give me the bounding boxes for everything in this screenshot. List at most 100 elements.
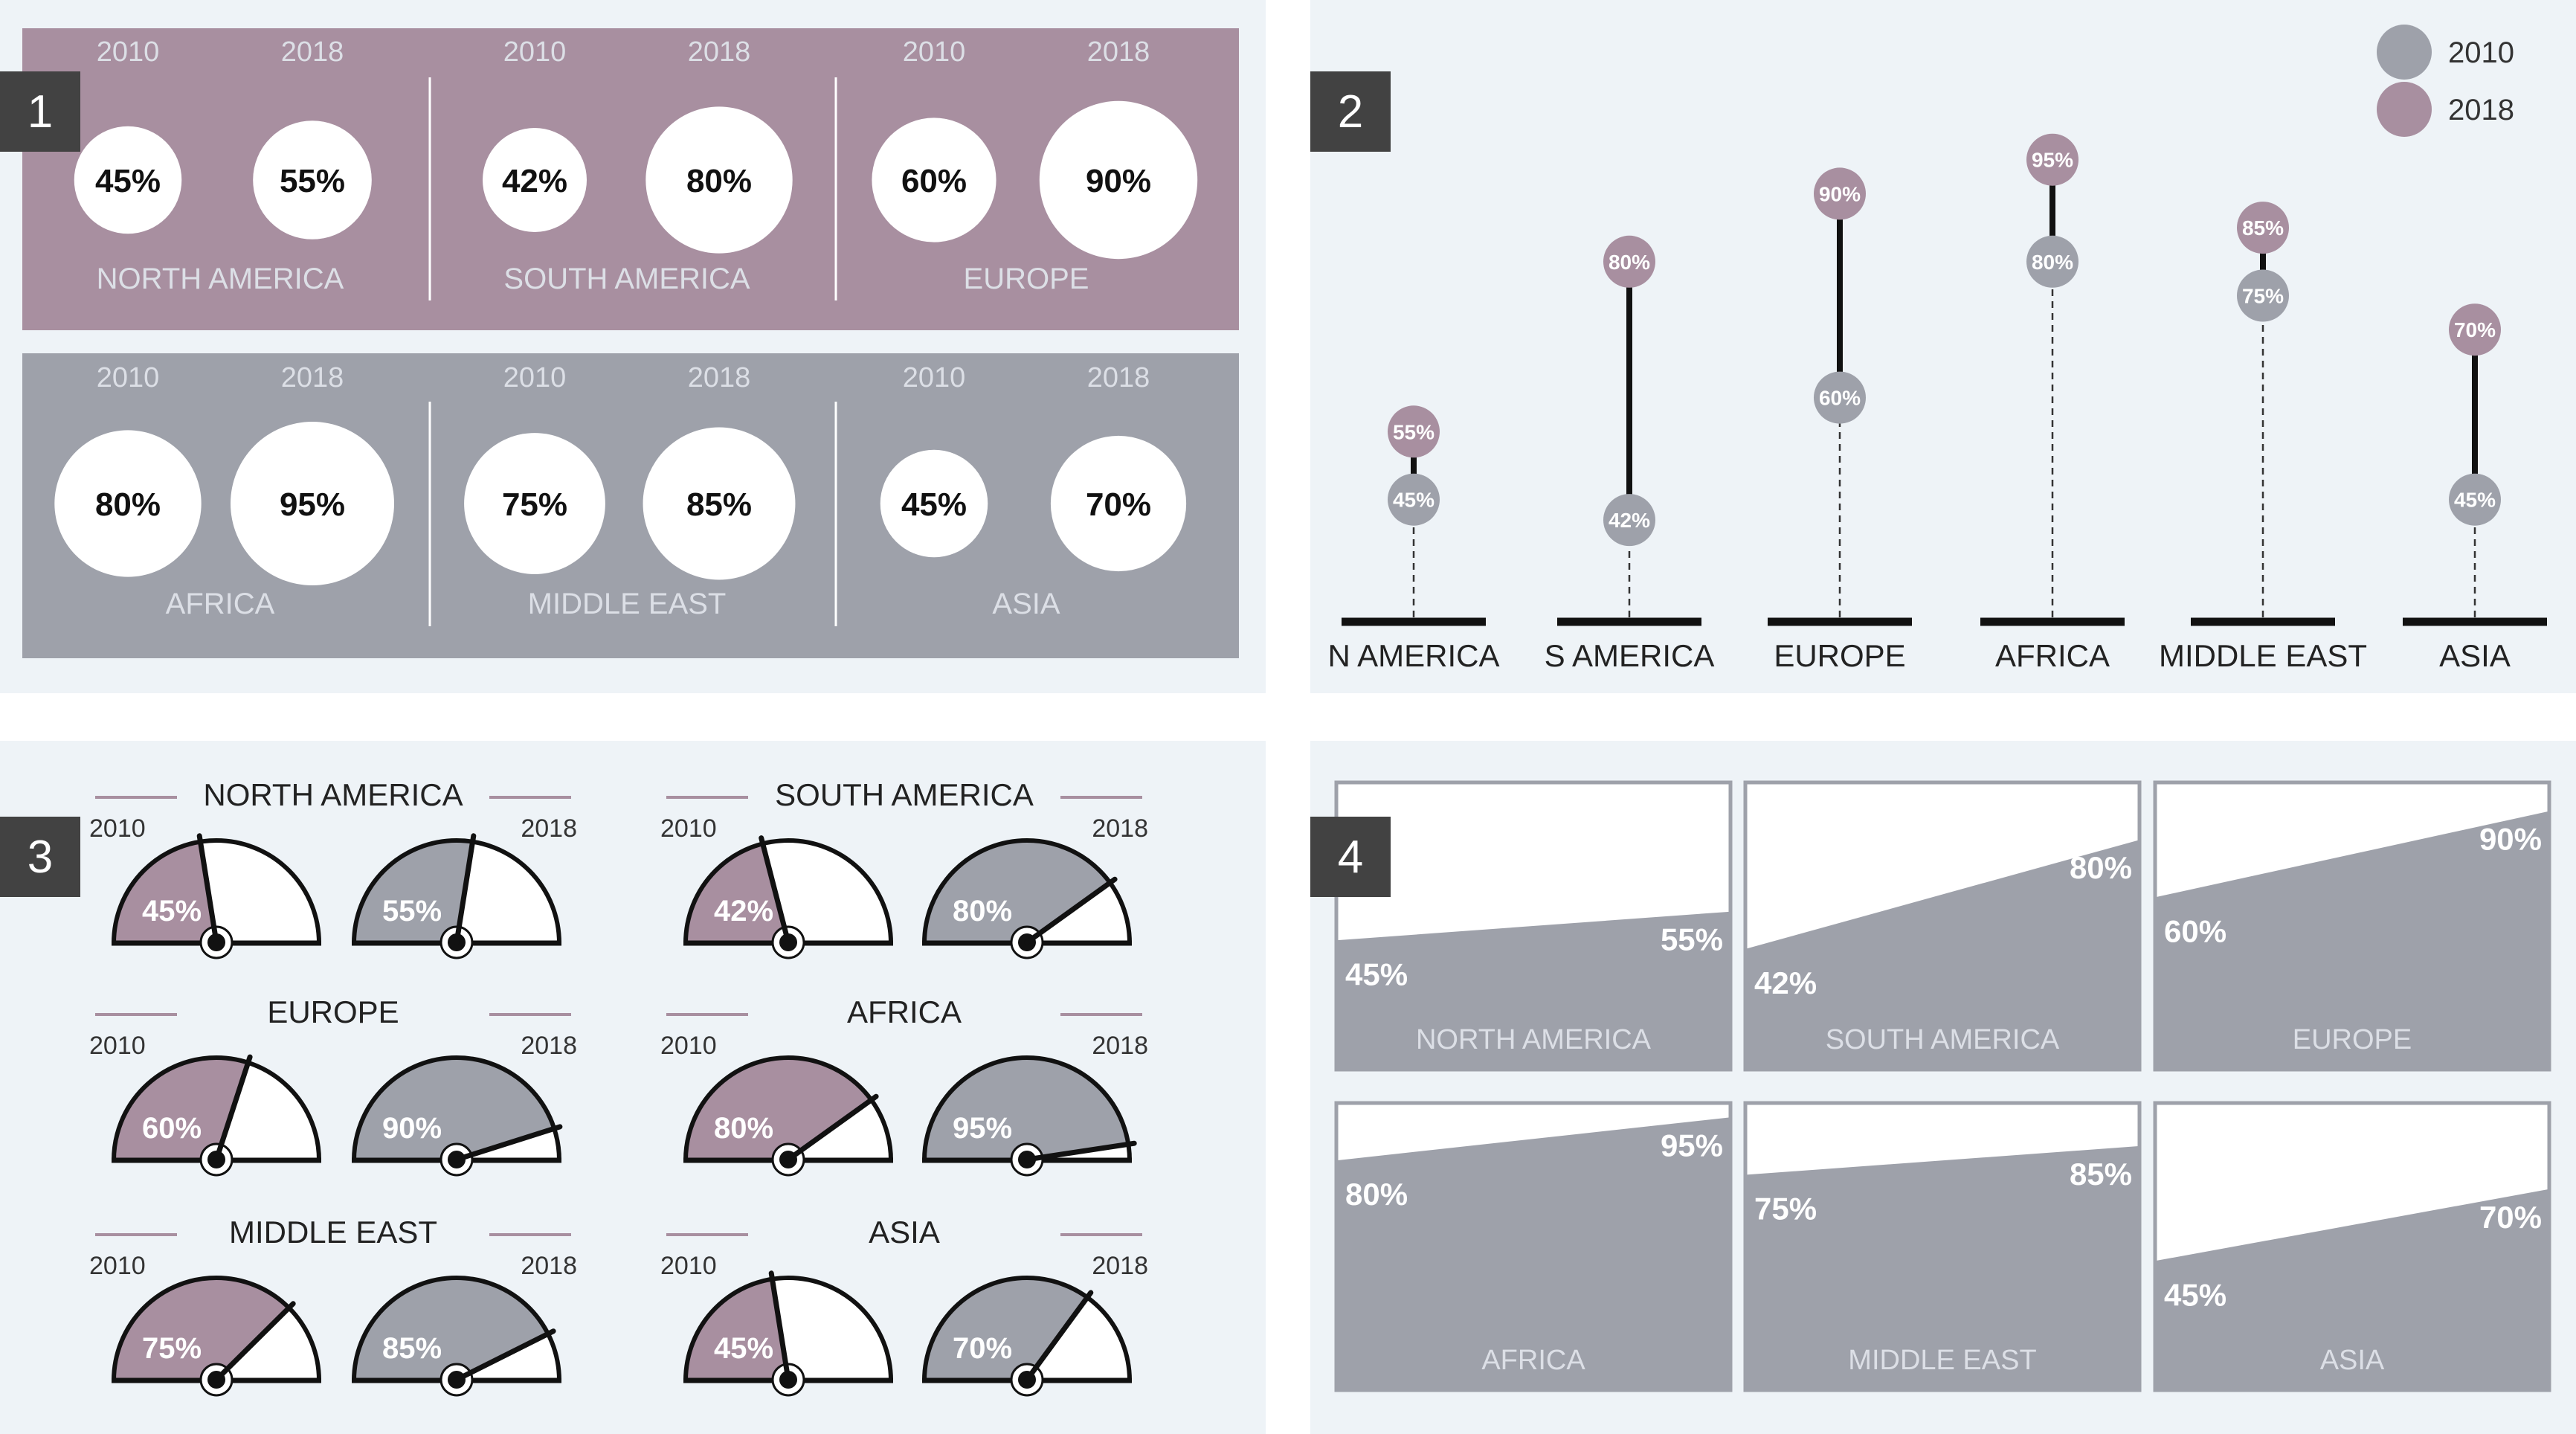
bubble-europe-value-2010: 60%: [901, 163, 967, 199]
gauge-south-america-2018-value: 80%: [953, 895, 1012, 927]
gauge-middle-east-2018-fill: [353, 1277, 548, 1380]
area-middle-east-value-2010: 75%: [1754, 1192, 1817, 1226]
gauge-africa-2018-arc: [922, 1055, 1132, 1161]
lollipop-n-america-dot-2010: [1388, 473, 1440, 526]
bubble-north-america-year-2010: 2010: [97, 36, 160, 68]
gauge-africa-2010-arc: [683, 1055, 893, 1161]
gauge-europe-2018-arc: [352, 1055, 561, 1161]
lollipop-n-america-label: N AMERICA: [1327, 638, 1499, 673]
lollipop-africa-value-2018: 95%: [2032, 149, 2073, 172]
bubble-south-america-value-2018: 80%: [686, 163, 752, 199]
gauge-asia-2018-needle: [1024, 1290, 1094, 1383]
gauge-africa-2010-value: 80%: [714, 1112, 773, 1145]
lollipop-s-america-dot-2010: [1603, 494, 1655, 547]
bubble-band-2: [22, 353, 1239, 658]
bubble-europe-value-2018: 90%: [1086, 163, 1151, 199]
area-middle-east-value-2018: 85%: [2070, 1157, 2132, 1192]
lollipop-s-america-label: S AMERICA: [1545, 638, 1715, 673]
panel-4-area-chart: 45% 55% NORTH AMERICA 42% 80% SOUTH AMERICA 60…: [1334, 780, 2551, 1392]
lollipop-africa-label: AFRICA: [1995, 638, 2110, 673]
area-north-america-label: NORTH AMERICA: [1416, 1024, 1652, 1055]
gauge-asia-2010-needle: [768, 1270, 791, 1383]
gauge-asia-2018-fill: [924, 1278, 1088, 1380]
legend-label-2018: 2018: [2448, 94, 2514, 126]
area-europe-label: EUROPE: [2293, 1024, 2412, 1055]
gauge-asia-2010-arc: [683, 1276, 893, 1381]
area-asia-fill: [2155, 1189, 2549, 1390]
area-north-america-value-2010: 45%: [1345, 956, 1408, 991]
bubble-north-america-circle-2018: [253, 120, 372, 239]
panel-number-1: 1: [0, 71, 80, 152]
lollipop-europe-dot-2018: [1814, 167, 1866, 220]
area-europe-value-2018: 90%: [2479, 822, 2542, 857]
lollipop-middle-east-value-2010: 75%: [2242, 285, 2284, 308]
gauge-europe-title: EUROPE: [267, 994, 399, 1029]
lollipop-asia-value-2010: 45%: [2454, 489, 2496, 512]
area-south-america-value-2010: 42%: [1754, 965, 1817, 1000]
gauge-asia-2018-arc: [922, 1276, 1132, 1381]
bubble-europe-circle-2010: [872, 118, 996, 242]
gauge-middle-east-2010-fill: [113, 1277, 289, 1380]
lollipop-asia-label: ASIA: [2439, 638, 2511, 673]
gauge-middle-east-2010-arc: [112, 1276, 321, 1381]
gauge-asia-year-2010: 2010: [660, 1252, 717, 1280]
bubble-asia-year-2018: 2018: [1087, 362, 1150, 393]
area-africa-value-2010: 80%: [1345, 1177, 1408, 1212]
bubble-africa-year-2010: 2010: [97, 362, 160, 393]
panel-number-4: 4: [1310, 817, 1391, 897]
bubble-south-america-circle-2010: [483, 128, 587, 232]
gauge-middle-east-year-2018: 2018: [521, 1252, 577, 1280]
gauge-north-america-2010-value: 45%: [142, 895, 202, 927]
gauge-europe-2010-arc: [112, 1055, 321, 1161]
gauge-asia-2018-value: 70%: [953, 1332, 1012, 1365]
panel-2: [1310, 0, 2576, 693]
gauge-south-america-2018-fill: [924, 840, 1110, 943]
lollipop-europe-label: EUROPE: [1774, 638, 1905, 673]
area-europe-fill: [2155, 811, 2549, 1070]
gauge-south-america-2018-arc: [922, 838, 1132, 944]
bubble-south-america-label: SOUTH AMERICA: [503, 263, 750, 295]
gauge-africa-2010-needle: [785, 1093, 879, 1163]
lollipop-africa-dot-2010: [2026, 235, 2078, 288]
lollipop-n-america-value-2018: 55%: [1393, 420, 1434, 443]
area-asia-value-2018: 70%: [2479, 1200, 2542, 1235]
bubble-north-america-circle-2010: [74, 126, 182, 234]
gauge-south-america-title: SOUTH AMERICA: [775, 777, 1034, 812]
lollipop-europe-value-2018: 90%: [1819, 182, 1861, 205]
area-north-america-value-2018: 55%: [1661, 922, 1723, 957]
bubble-middle-east-year-2010: 2010: [503, 362, 567, 393]
panel-1-bubble-chart: NORTH AMERICA 2010 45% 2018 55% SOUTH AMERICA…: [22, 28, 1239, 658]
gauge-north-america-2018-fill: [354, 840, 473, 943]
gauge-middle-east-2010-needle: [213, 1301, 296, 1383]
gauge-europe-2010-value: 60%: [142, 1112, 202, 1145]
gauge-africa-2018-needle: [1024, 1140, 1137, 1163]
gauge-south-america-2010-needle: [759, 835, 791, 945]
lollipop-asia-value-2018: 70%: [2454, 318, 2496, 341]
bubble-middle-east-year-2018: 2018: [688, 362, 751, 393]
gauge-europe-2010-needle: [213, 1054, 253, 1163]
gauge-europe-year-2018: 2018: [521, 1032, 577, 1060]
bubble-north-america-year-2018: 2018: [281, 36, 344, 68]
gauge-south-america-2010-fill: [685, 843, 788, 943]
gauge-europe-2018-needle: [454, 1124, 563, 1163]
bubble-middle-east-label: MIDDLE EAST: [528, 588, 727, 620]
lollipop-africa-value-2010: 80%: [2032, 251, 2073, 274]
gauge-south-america-2018-needle: [1024, 876, 1118, 945]
bubble-africa-value-2010: 80%: [95, 486, 161, 523]
legend-label-2010: 2010: [2448, 36, 2514, 69]
bubble-africa-circle-2018: [231, 422, 394, 585]
bubble-europe-year-2010: 2010: [903, 36, 966, 68]
lollipop-s-america-value-2010: 42%: [1609, 509, 1650, 532]
gauge-north-america-year-2010: 2010: [89, 814, 146, 843]
gauge-south-america-year-2018: 2018: [1092, 814, 1148, 843]
area-south-america-value-2018: 80%: [2070, 850, 2132, 885]
area-europe-value-2010: 60%: [2164, 913, 2226, 948]
bubble-asia-year-2010: 2010: [903, 362, 966, 393]
panel-2-lollipop-chart: 45% 55% N AMERICA 42% 80% S AMERICA 60% 90% EURO…: [1327, 25, 2547, 673]
lollipop-africa-dot-2018: [2026, 133, 2078, 186]
bubble-africa-circle-2010: [54, 430, 202, 577]
gauge-africa-title: AFRICA: [847, 994, 962, 1029]
legend-marker-2018: [2377, 82, 2432, 137]
bubble-asia-label: ASIA: [992, 588, 1060, 620]
lollipop-s-america-dot-2018: [1603, 235, 1655, 288]
